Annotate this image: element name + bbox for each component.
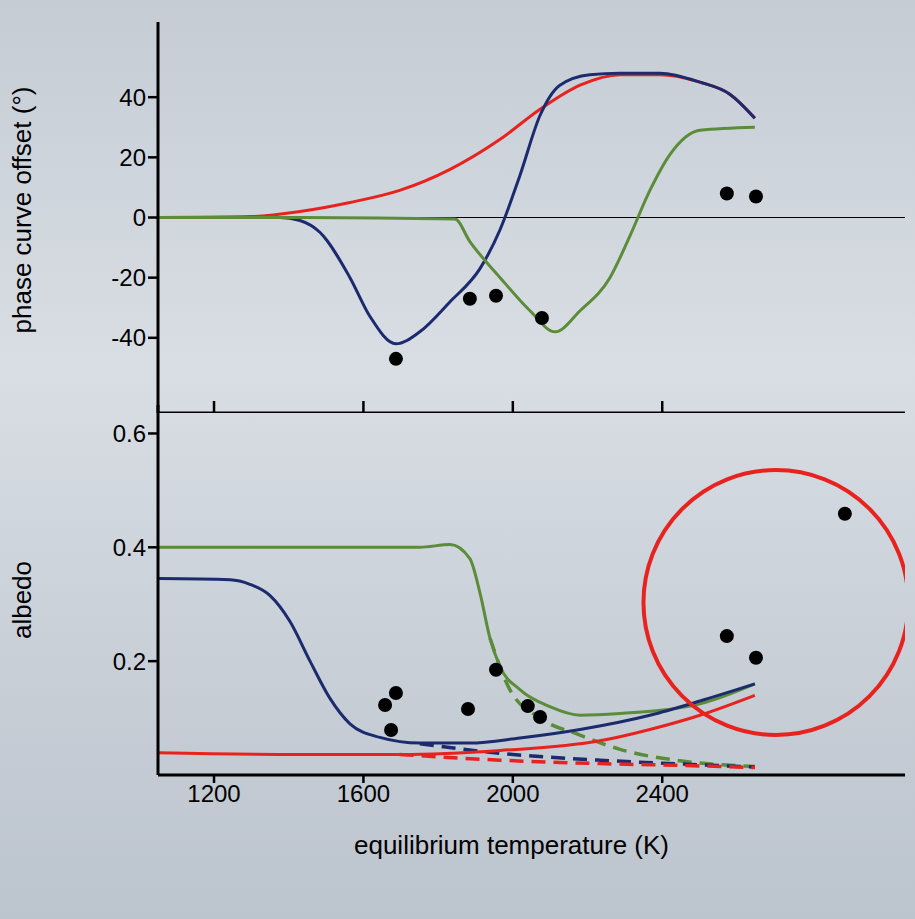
- html-text:equilibrium temperature (K): equilibrium temperature (K): [354, 829, 669, 860]
- svg-text:40: 40: [119, 84, 146, 111]
- svg-text:0.2: 0.2: [113, 648, 146, 675]
- svg-text:-20: -20: [111, 264, 146, 291]
- svg-text:0: 0: [133, 204, 146, 231]
- svg-text:0.4: 0.4: [113, 534, 146, 561]
- html-text:phase curve offset (°): phase curve offset (°): [6, 86, 37, 334]
- svg-text:-40: -40: [111, 324, 146, 351]
- html-text:albedo: albedo: [6, 561, 37, 639]
- svg-text:2400: 2400: [636, 780, 689, 807]
- svg-text:20: 20: [119, 144, 146, 171]
- svg-text:1600: 1600: [337, 780, 390, 807]
- svg-text:0.6: 0.6: [113, 420, 146, 447]
- svg-text:1200: 1200: [187, 780, 240, 807]
- svg-text:2000: 2000: [486, 780, 539, 807]
